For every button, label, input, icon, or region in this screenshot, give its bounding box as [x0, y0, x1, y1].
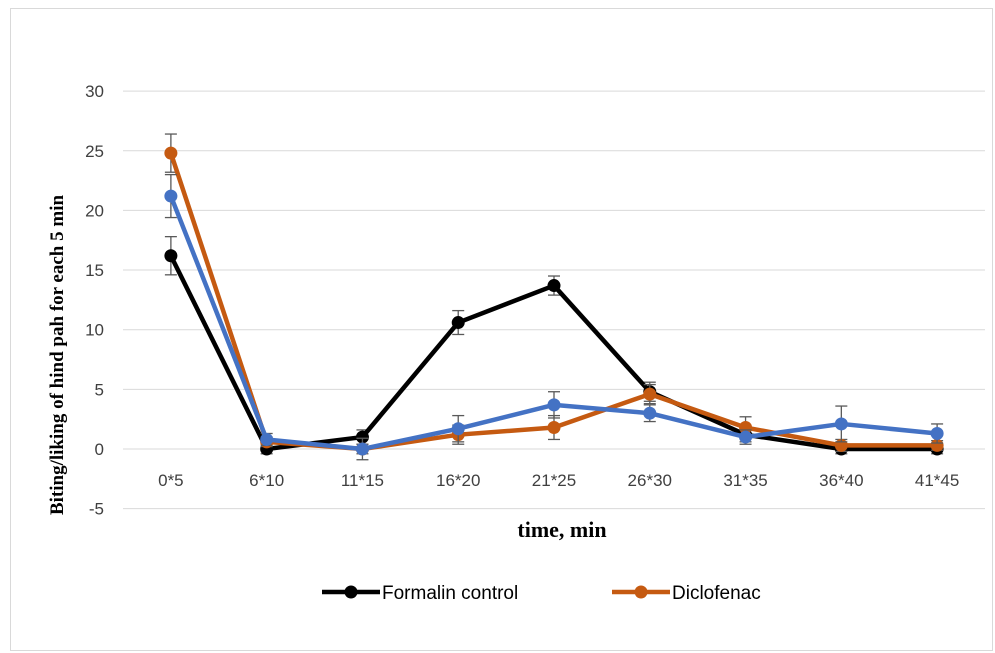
x-tick-label: 36*40 [819, 471, 863, 490]
data-point [739, 430, 753, 444]
data-point [547, 279, 561, 293]
x-tick-label: 0*5 [158, 471, 184, 490]
data-point [643, 406, 657, 420]
y-tick-label: -5 [89, 500, 104, 519]
y-tick-label: 30 [85, 82, 104, 101]
data-point [164, 189, 178, 203]
y-tick-label: 10 [85, 321, 104, 340]
legend: Formalin control Diclofenac [322, 583, 761, 604]
data-point [930, 426, 944, 440]
y-axis-ticks: -5 0 5 10 15 20 25 30 [85, 82, 104, 519]
x-tick-label: 11*15 [341, 471, 384, 490]
x-tick-label: 21*25 [532, 471, 576, 490]
data-point [355, 442, 369, 456]
y-axis-title: Biting/liking of hind pah for each 5 min [47, 195, 68, 516]
x-axis-ticks: 0*5 6*10 11*15 16*20 21*25 26*30 31*35 36*40 41*… [158, 471, 959, 490]
data-point [930, 438, 944, 452]
x-tick-label: 16*20 [436, 471, 480, 490]
data-point [451, 316, 465, 330]
x-tick-label: 31*35 [723, 471, 767, 490]
data-point [355, 430, 369, 444]
legend-label: Formalin control [382, 583, 518, 604]
data-point [739, 421, 753, 435]
data-point [260, 432, 274, 446]
series-group [164, 133, 944, 461]
data-point [834, 417, 848, 431]
data-point [547, 398, 561, 412]
x-tick-label: 26*30 [628, 471, 672, 490]
x-axis-title: time, min [517, 517, 606, 542]
series-3 [164, 173, 944, 461]
legend-item: Diclofenac [612, 583, 761, 604]
y-tick-label: 0 [95, 440, 104, 459]
data-point [164, 249, 178, 263]
legend-item: Formalin control [322, 583, 518, 604]
legend-marker [344, 585, 358, 599]
y-tick-label: 25 [85, 142, 104, 161]
data-point [547, 421, 561, 435]
data-point [643, 387, 657, 401]
data-point [164, 146, 178, 160]
x-tick-label: 41*45 [915, 471, 959, 490]
y-tick-label: 15 [85, 261, 104, 280]
x-tick-label: 6*10 [249, 471, 284, 490]
y-tick-label: 20 [85, 201, 104, 220]
y-tick-label: 5 [95, 380, 104, 399]
legend-label: Diclofenac [672, 583, 761, 604]
legend-marker [634, 585, 648, 599]
data-point [451, 422, 465, 436]
